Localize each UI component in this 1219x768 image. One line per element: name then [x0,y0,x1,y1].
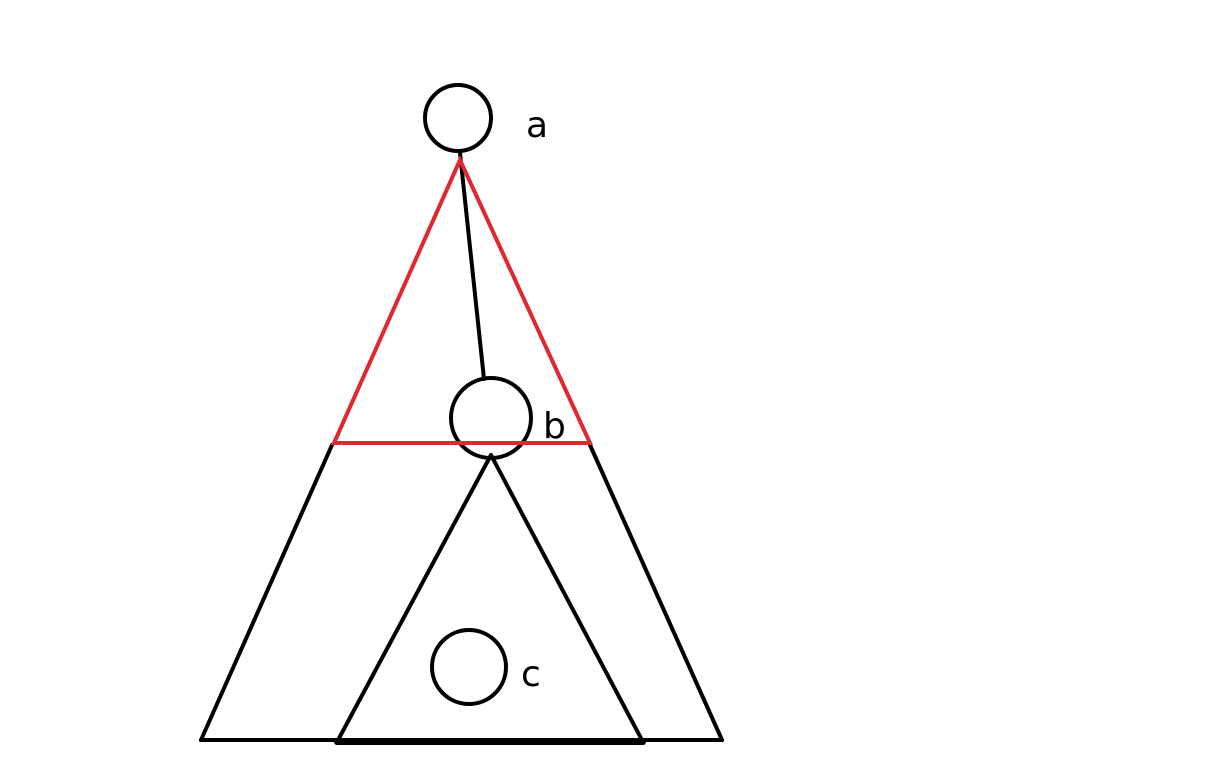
node-a-label: a [526,105,548,146]
subtree-left-side [335,453,493,744]
node-b-label: b [543,406,566,447]
outer-triangle-left-side [199,443,334,742]
edge-a-b [458,151,486,381]
subtree-triangle [334,453,646,745]
subtree-right-side [489,453,645,744]
node-b-circle [449,376,533,460]
highlight-triangle [330,155,594,445]
outer-triangle-right-side [588,443,724,742]
node-c-circle [430,628,508,706]
outer-triangle [199,443,724,742]
node-a-circle [423,83,493,153]
node-c-label: c [521,654,541,695]
